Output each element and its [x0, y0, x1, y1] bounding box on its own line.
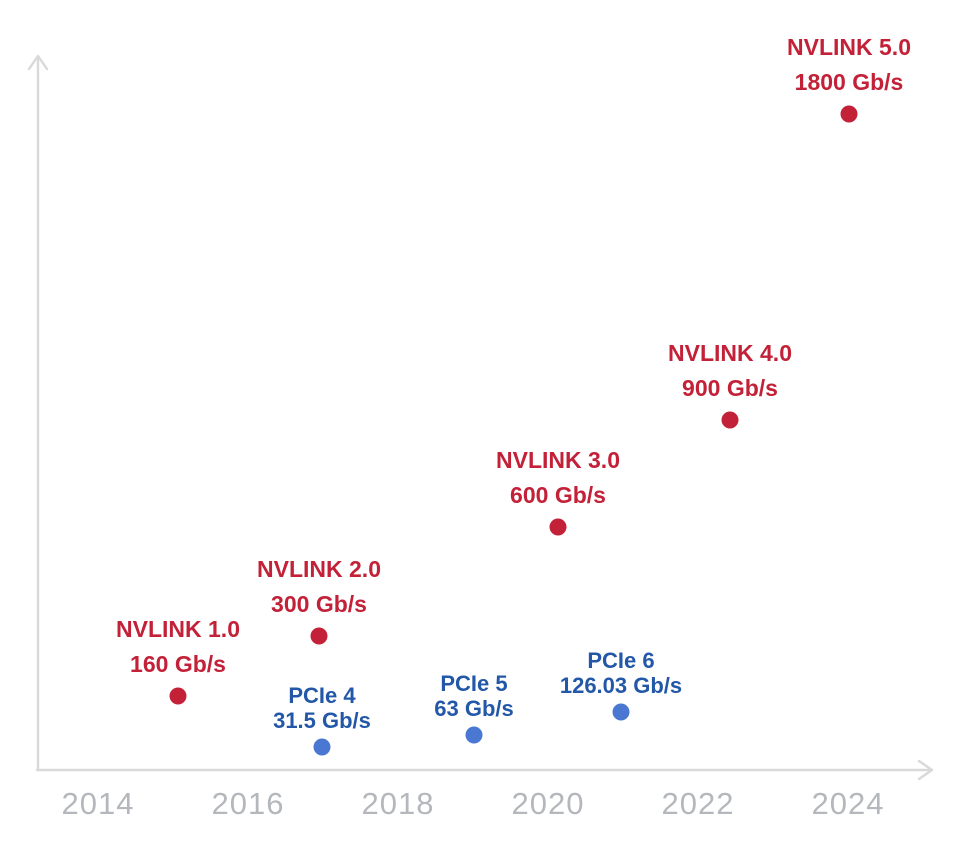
x-axis-tick-label: 2018	[361, 786, 435, 821]
point-bandwidth-text: 63 Gb/s	[434, 696, 514, 721]
point-name-text: PCIe 4	[288, 683, 356, 708]
point-bandwidth-text: 300 Gb/s	[271, 591, 367, 617]
point-bandwidth-text: 600 Gb/s	[510, 482, 606, 508]
scatter-point-label: NVLINK 5.0 1800 Gb/s	[787, 30, 911, 100]
point-name-text: NVLINK 5.0	[787, 34, 911, 60]
y-axis-arrow-icon	[27, 54, 49, 71]
scatter-point-label: NVLINK 1.0 160 Gb/s	[116, 612, 240, 682]
x-axis-arrow-icon	[917, 759, 934, 781]
scatter-point-dot	[169, 687, 187, 705]
scatter-point-dot	[465, 726, 483, 744]
scatter-point-label: NVLINK 4.0 900 Gb/s	[668, 336, 792, 406]
scatter-point-label: NVLINK 2.0 300 Gb/s	[257, 552, 381, 622]
scatter-point-label: PCIe 5 63 Gb/s	[434, 671, 513, 721]
point-bandwidth-text: 900 Gb/s	[682, 375, 778, 401]
point-name-text: NVLINK 4.0	[668, 340, 792, 366]
point-bandwidth-text: 126.03 Gb/s	[559, 673, 683, 698]
scatter-point-dot	[612, 703, 630, 721]
point-name-text: PCIe 6	[587, 648, 655, 673]
scatter-point-label: PCIe 6 126.03 Gb/s	[560, 648, 682, 698]
point-name-text: NVLINK 2.0	[257, 556, 381, 582]
scatter-point-dot	[840, 105, 858, 123]
point-bandwidth-text: 160 Gb/s	[130, 651, 226, 677]
scatter-point-dot	[721, 411, 739, 429]
x-axis-tick-label: 2022	[661, 786, 735, 821]
point-name-text: NVLINK 3.0	[496, 447, 620, 473]
x-axis-tick-label: 2024	[811, 786, 885, 821]
point-bandwidth-text: 31.5 Gb/s	[273, 708, 371, 733]
scatter-point-label: NVLINK 3.0 600 Gb/s	[496, 443, 620, 513]
scatter-point-dot	[549, 518, 567, 536]
point-name-text: NVLINK 1.0	[116, 616, 240, 642]
point-name-text: PCIe 5	[440, 671, 508, 696]
x-axis-tick-label: 2020	[511, 786, 585, 821]
scatter-point-dot	[310, 627, 328, 645]
scatter-point-dot	[313, 738, 331, 756]
point-bandwidth-text: 1800 Gb/s	[794, 69, 904, 95]
x-axis-tick-label: 2016	[211, 786, 285, 821]
x-axis-tick-label: 2014	[61, 786, 135, 821]
scatter-point-label: PCIe 4 31.5 Gb/s	[273, 683, 371, 733]
